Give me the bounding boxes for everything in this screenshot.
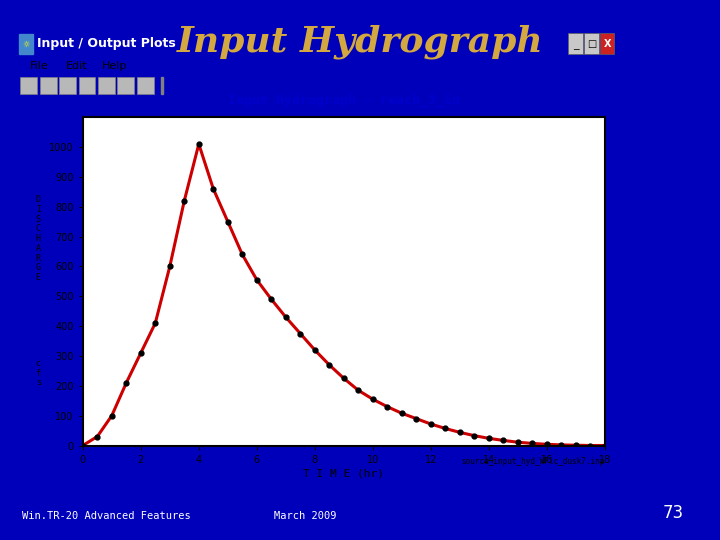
Text: D
I
S
C
H
A
R
G
E: D I S C H A R G E (36, 195, 40, 282)
Bar (584, 33, 598, 55)
Bar (568, 33, 583, 55)
Bar (137, 77, 153, 94)
Text: X: X (603, 39, 611, 49)
Bar (59, 77, 76, 94)
Bar (117, 77, 134, 94)
Text: c
f
s: c f s (36, 359, 40, 388)
Bar (20, 77, 37, 94)
Text: Input / Output Plots: Input / Output Plots (37, 37, 176, 50)
Text: source_input_hyd_WFlc_dusk7.inp: source_input_hyd_WFlc_dusk7.inp (462, 457, 605, 467)
Bar (19, 34, 32, 53)
Text: Help: Help (102, 62, 127, 71)
Text: _: _ (573, 40, 578, 50)
Bar (161, 77, 163, 93)
Bar (40, 77, 57, 94)
Text: Edit: Edit (66, 62, 87, 71)
Text: 73: 73 (662, 504, 684, 522)
Text: Input Hydrograph: Input Hydrograph (176, 24, 544, 59)
Text: □: □ (587, 39, 596, 49)
Text: File: File (30, 62, 48, 71)
Text: ☼: ☼ (22, 39, 30, 48)
X-axis label: T I M E (hr): T I M E (hr) (303, 469, 384, 478)
Bar (78, 77, 96, 94)
Bar (98, 77, 114, 94)
Text: Input Hydrograph - reach_3_in: Input Hydrograph - reach_3_in (228, 94, 460, 107)
Bar (600, 33, 614, 55)
Text: Win.TR-20 Advanced Features: Win.TR-20 Advanced Features (22, 511, 190, 521)
Text: March 2009: March 2009 (274, 511, 336, 521)
